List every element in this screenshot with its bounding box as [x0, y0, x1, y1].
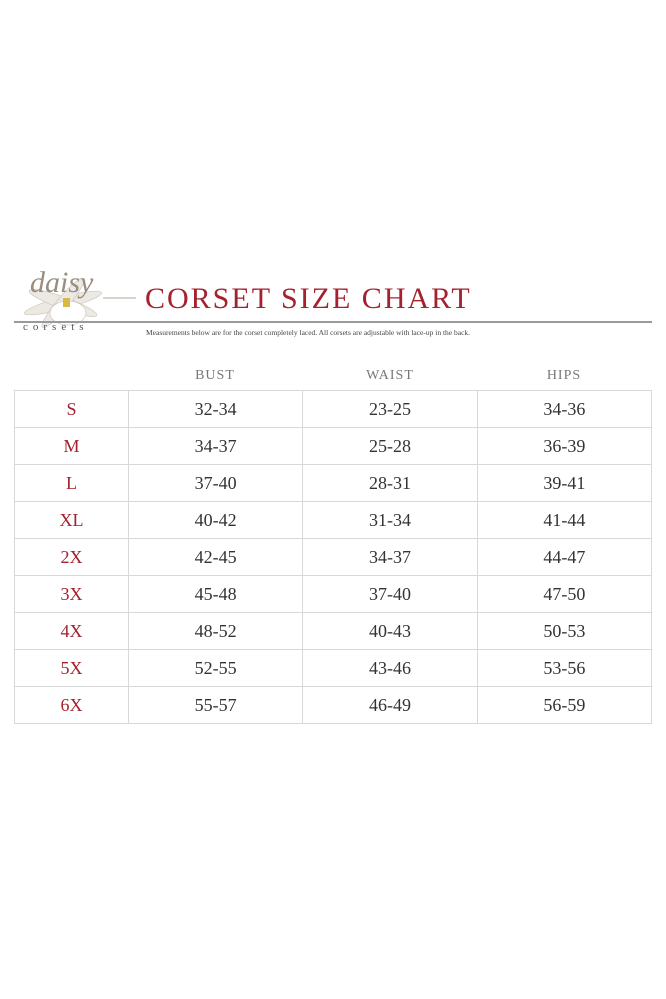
cell-hips: 56-59: [476, 686, 653, 724]
logo-script-text: daisy: [30, 266, 94, 299]
cell-bust: 42-45: [127, 538, 304, 576]
column-header-waist: WAIST: [366, 368, 414, 383]
column-header-bust: BUST: [195, 368, 235, 383]
table-row: 3X 45-48 37-40 47-50: [14, 575, 653, 613]
table-row: L 37-40 28-31 39-41: [14, 464, 653, 502]
cell-bust: 34-37: [127, 427, 304, 465]
measurement-note: Measurements below are for the corset co…: [146, 328, 471, 337]
cell-waist: 28-31: [302, 464, 478, 502]
cell-hips: 47-50: [476, 575, 653, 613]
logo-subtext: corsets: [23, 321, 89, 333]
table-row: 4X 48-52 40-43 50-53: [14, 612, 653, 650]
cell-hips: 39-41: [476, 464, 653, 502]
cell-bust: 52-55: [127, 649, 304, 687]
cell-hips: 53-56: [476, 649, 653, 687]
cell-waist: 43-46: [302, 649, 478, 687]
table-row: S 32-34 23-25 34-36: [14, 390, 653, 428]
cell-hips: 36-39: [476, 427, 653, 465]
table-row: 6X 55-57 46-49 56-59: [14, 686, 653, 724]
cell-hips: 34-36: [476, 390, 653, 428]
cell-bust: 40-42: [127, 501, 304, 539]
cell-waist: 40-43: [302, 612, 478, 650]
page-title: CORSET SIZE CHART: [145, 282, 472, 315]
cell-size: 3X: [14, 575, 129, 613]
cell-hips: 44-47: [476, 538, 653, 576]
size-table: S 32-34 23-25 34-36 M 34-37 25-28 36-39 L 37-40 28…: [14, 390, 653, 724]
cell-bust: 55-57: [127, 686, 304, 724]
cell-waist: 31-34: [302, 501, 478, 539]
table-row: 2X 42-45 34-37 44-47: [14, 538, 653, 576]
cell-bust: 32-34: [127, 390, 304, 428]
cell-size: 5X: [14, 649, 129, 687]
table-row: M 34-37 25-28 36-39: [14, 427, 653, 465]
cell-waist: 34-37: [302, 538, 478, 576]
cell-hips: 50-53: [476, 612, 653, 650]
cell-size: L: [14, 464, 129, 502]
cell-size: XL: [14, 501, 129, 539]
cell-bust: 48-52: [127, 612, 304, 650]
table-row: XL 40-42 31-34 41-44: [14, 501, 653, 539]
table-row: 5X 52-55 43-46 53-56: [14, 649, 653, 687]
cell-size: M: [14, 427, 129, 465]
cell-bust: 37-40: [127, 464, 304, 502]
cell-bust: 45-48: [127, 575, 304, 613]
cell-size: S: [14, 390, 129, 428]
cell-size: 4X: [14, 612, 129, 650]
cell-size: 6X: [14, 686, 129, 724]
cell-waist: 25-28: [302, 427, 478, 465]
column-header-hips: HIPS: [546, 368, 582, 383]
cell-waist: 46-49: [302, 686, 478, 724]
cell-hips: 41-44: [476, 501, 653, 539]
cell-size: 2X: [14, 538, 129, 576]
daisy-corsets-logo: daisy corsets: [8, 258, 138, 342]
daisy-flower-icon: [24, 277, 136, 329]
cell-waist: 23-25: [302, 390, 478, 428]
cell-waist: 37-40: [302, 575, 478, 613]
divider: [14, 321, 652, 323]
